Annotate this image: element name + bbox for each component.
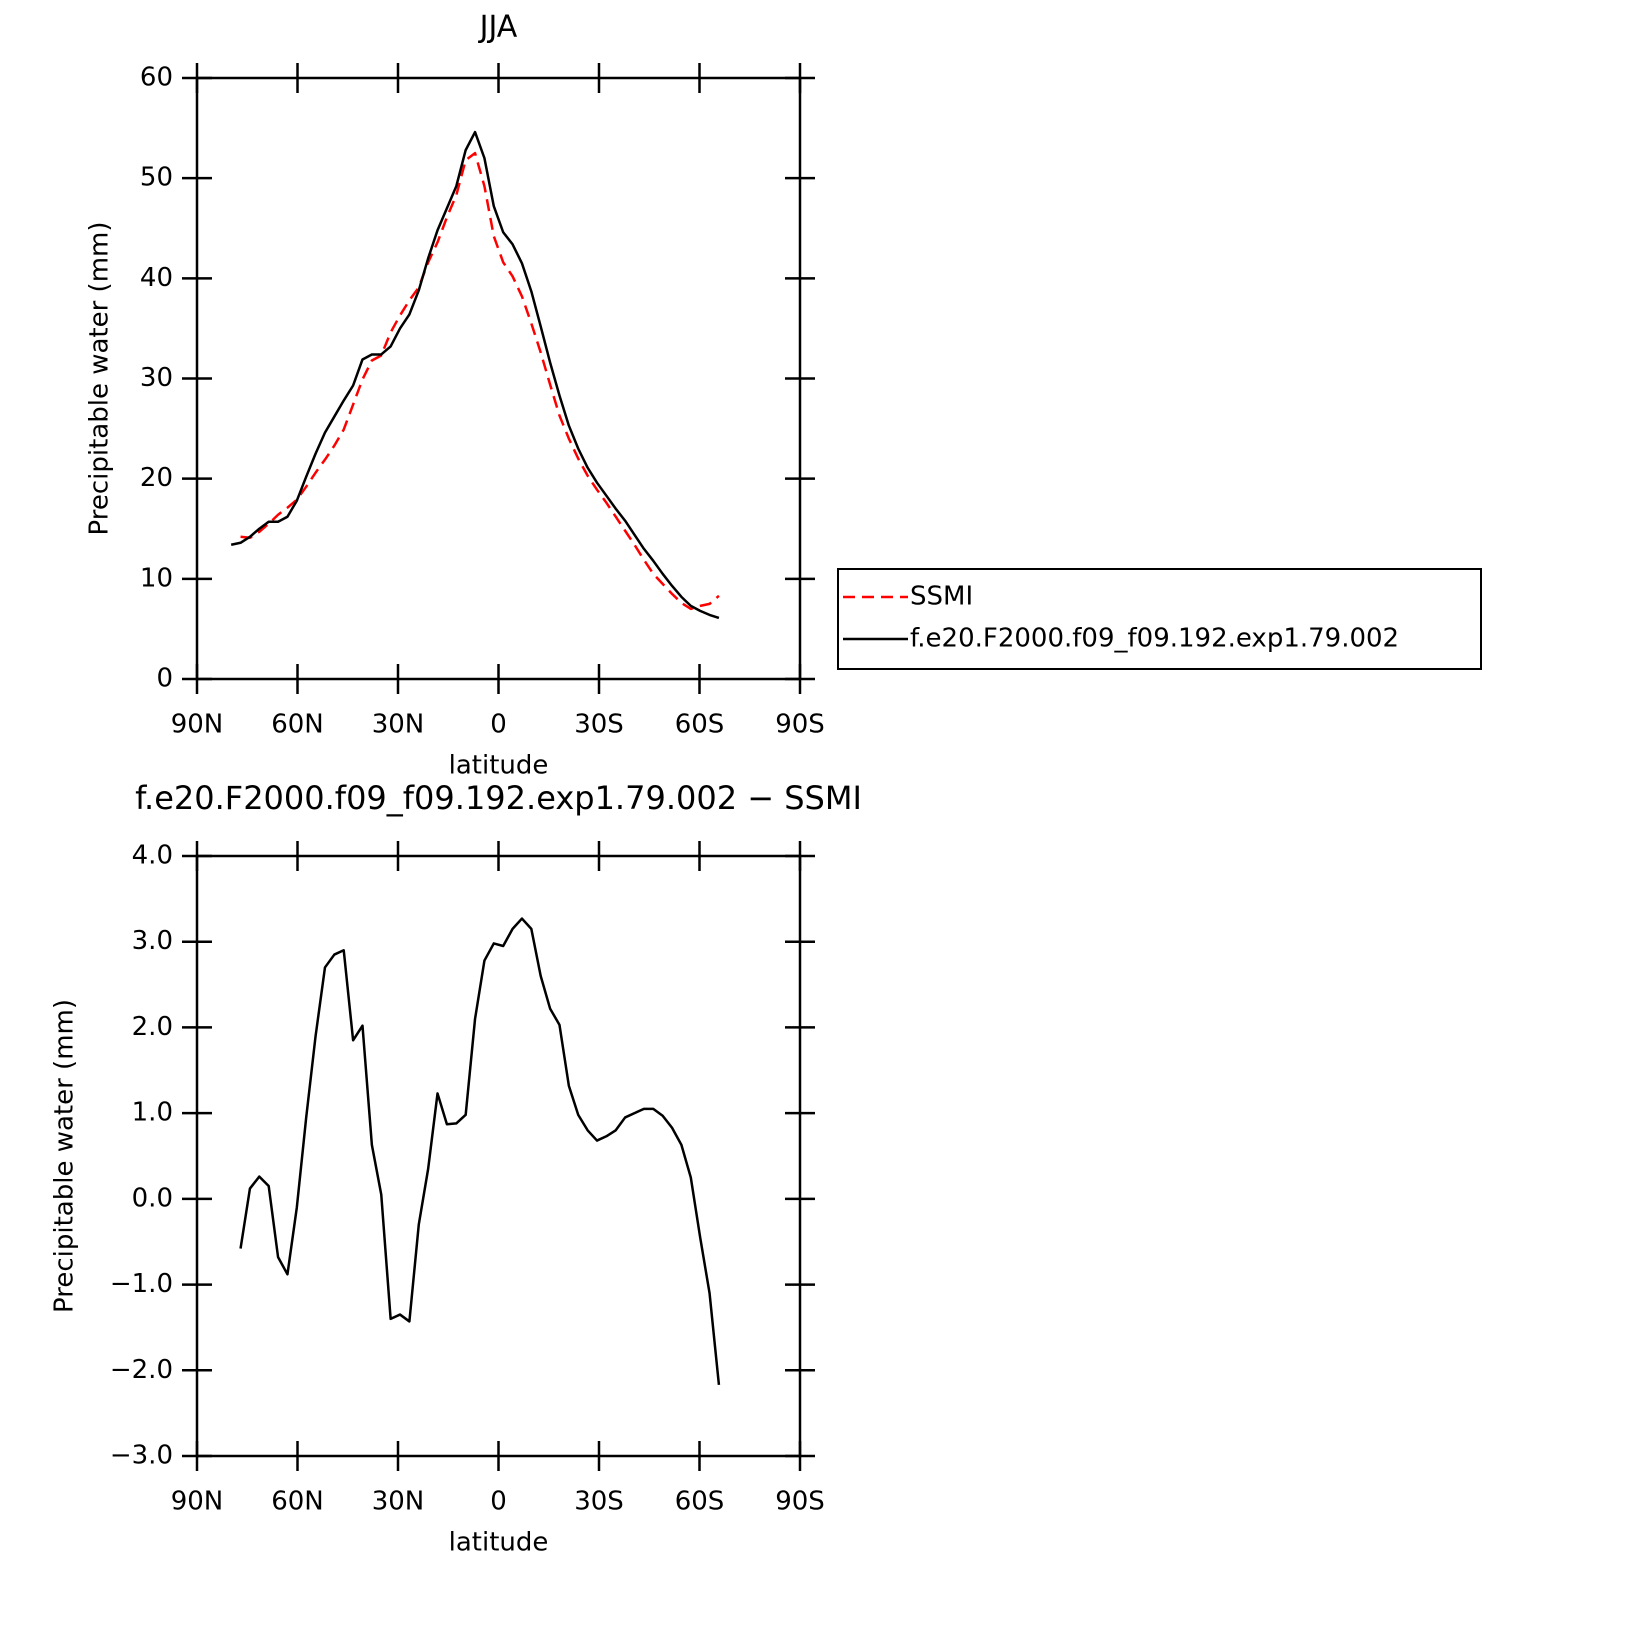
x-tick-label: 30N — [372, 1487, 425, 1517]
y-tick-label: 40 — [140, 263, 173, 293]
chart-title: JJA — [478, 10, 518, 45]
y-tick-label: 0 — [156, 664, 173, 694]
x-tick-label: 60S — [675, 1487, 725, 1517]
legend-label: f.e20.F2000.f09_f09.192.exp1.79.002 — [910, 624, 1399, 654]
x-axis-label: latitude — [449, 751, 549, 781]
y-tick-label: 60 — [140, 63, 173, 93]
y-axis-label: Precipitable water (mm) — [85, 222, 115, 536]
x-tick-label: 0 — [490, 710, 507, 740]
y-tick-label: 2.0 — [132, 1012, 173, 1042]
x-tick-label: 90S — [775, 710, 825, 740]
y-tick-label: −2.0 — [110, 1355, 173, 1385]
plot-frame — [195, 76, 802, 681]
y-tick-label: −1.0 — [110, 1269, 173, 1299]
y-tick-label: 4.0 — [132, 841, 173, 871]
data-line — [230, 130, 720, 620]
y-tick-label: −3.0 — [110, 1441, 173, 1471]
x-tick-label: 30S — [574, 710, 624, 740]
y-tick-label: 1.0 — [132, 1098, 173, 1128]
x-tick-label: 0 — [490, 1487, 507, 1517]
y-tick-label: 50 — [140, 163, 173, 193]
y-tick-label: 3.0 — [132, 926, 173, 956]
y-tick-label: 10 — [140, 563, 173, 593]
x-tick-label: 60S — [675, 710, 725, 740]
x-tick-label: 90S — [775, 1487, 825, 1517]
legend-label: SSMI — [910, 582, 973, 612]
x-tick-label: 30S — [574, 1487, 624, 1517]
x-tick-label: 60N — [271, 710, 324, 740]
legend-box — [837, 568, 1482, 670]
y-tick-label: 20 — [140, 463, 173, 493]
chart-title: f.e20.F2000.f09_f09.192.exp1.79.002 − SS… — [135, 779, 862, 817]
data-line — [239, 917, 721, 1385]
x-axis-label: latitude — [449, 1528, 549, 1558]
data-line — [240, 151, 720, 611]
x-tick-label: 90N — [171, 1487, 224, 1517]
x-tick-label: 60N — [271, 1487, 324, 1517]
y-axis-label: Precipitable water (mm) — [50, 999, 80, 1313]
y-tick-label: 30 — [140, 363, 173, 393]
x-tick-label: 30N — [372, 710, 425, 740]
x-tick-label: 90N — [171, 710, 224, 740]
y-tick-label: 0.0 — [132, 1183, 173, 1213]
